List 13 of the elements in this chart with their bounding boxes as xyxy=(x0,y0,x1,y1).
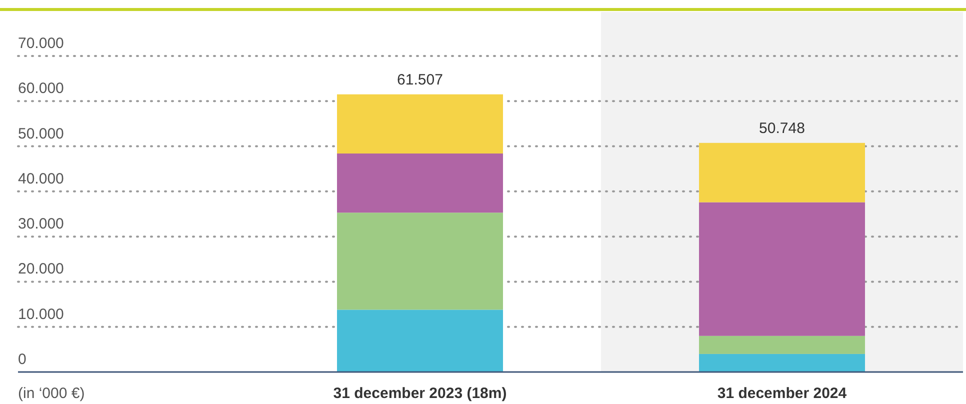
y-tick-label: 30.000 xyxy=(18,216,64,233)
y-tick-label: 60.000 xyxy=(18,80,64,98)
y-tick-label: 20.000 xyxy=(18,260,64,278)
y-tick-label: 0 xyxy=(18,351,26,368)
total-label: 50.748 xyxy=(759,120,805,137)
y-tick-label: 50.000 xyxy=(18,125,64,142)
y-tick-label: 10.000 xyxy=(18,306,64,323)
text: (in ‘000 €) xyxy=(18,385,85,402)
y-tick-label: 70.000 xyxy=(18,35,64,52)
x-tick-label: 31 december 2024 xyxy=(717,385,848,402)
y-tick-label: 40.000 xyxy=(18,170,64,188)
x-tick-label: 31 december 2023 (18m) xyxy=(333,385,507,402)
total-label: 61.507 xyxy=(397,71,443,88)
